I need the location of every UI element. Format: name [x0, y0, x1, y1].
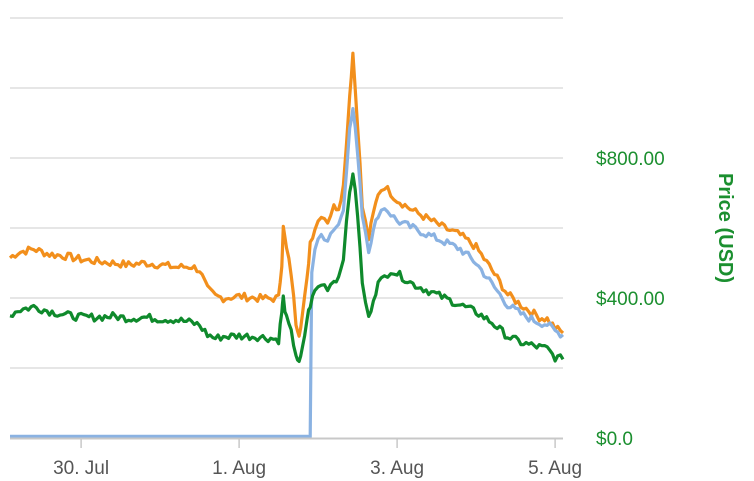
y-tick-label: $800.00: [596, 149, 665, 170]
series-line-3: [9, 172, 565, 363]
x-tick-label: 1. Aug: [212, 458, 266, 479]
x-axis: 30. Jul 1. Aug 3. Aug 5. Aug: [10, 437, 582, 479]
x-tick-label: 30. Jul: [53, 458, 109, 479]
gridlines: [10, 17, 563, 369]
x-tick-label: 3. Aug: [370, 458, 424, 479]
y-tick-label: $400.00: [596, 289, 665, 310]
y-axis-title: Price (USD): [714, 173, 736, 283]
series-line-1: [8, 51, 565, 338]
plot-area: [8, 51, 565, 439]
x-tick-label: 5. Aug: [528, 458, 582, 479]
y-tick-label: $0.0: [596, 429, 633, 450]
y-axis: $0.0 $400.00 $800.00: [596, 149, 665, 450]
series-line-2: [10, 107, 565, 439]
